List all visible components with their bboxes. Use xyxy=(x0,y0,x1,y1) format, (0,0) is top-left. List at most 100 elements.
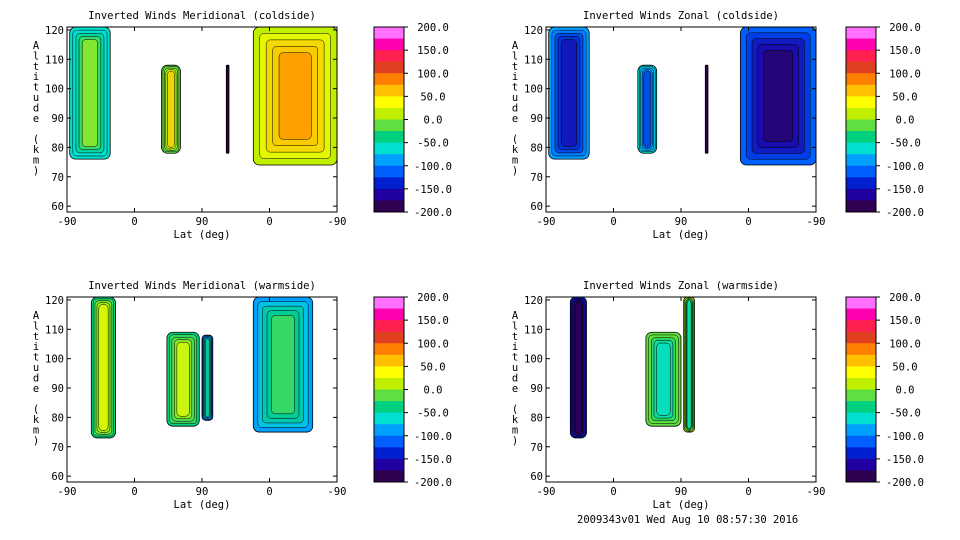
colorbar-swatch xyxy=(374,131,404,144)
y-axis-label-char: A xyxy=(512,310,519,322)
colorbar-swatch xyxy=(374,470,404,483)
colorbar-swatch xyxy=(374,308,404,321)
colorbar-swatch xyxy=(846,73,876,86)
y-axis-label-char: i xyxy=(512,71,518,83)
y-tick-label: 120 xyxy=(524,295,543,307)
colorbar-swatch xyxy=(374,96,404,109)
y-axis-label-char: t xyxy=(33,331,39,343)
y-axis-label-char: e xyxy=(33,383,39,395)
y-axis-label-char: A xyxy=(33,40,40,52)
colorbar-label: -200.0 xyxy=(886,477,924,489)
colorbar-swatch xyxy=(846,61,876,74)
colorbar-swatch xyxy=(846,119,876,132)
wind-region xyxy=(683,296,695,433)
y-axis-label-char: m xyxy=(33,154,39,166)
chart-title: Inverted Winds Meridional (coldside) xyxy=(88,10,316,22)
contour-line xyxy=(643,70,652,148)
colorbar-swatch xyxy=(846,435,876,448)
colorbar-swatch xyxy=(374,154,404,167)
x-tick-label: 90 xyxy=(196,216,209,228)
colorbar: 200.0 150.0 100.0 50.0 0.0 -50.0 -100.0 -150.0 -… xyxy=(373,292,452,489)
wind-region xyxy=(90,296,117,439)
colorbar-swatch xyxy=(374,73,404,86)
y-tick-label: 70 xyxy=(51,172,64,184)
y-axis-label-char: i xyxy=(33,341,39,353)
y-axis-label-char: t xyxy=(512,331,518,343)
colorbar: 200.0 150.0 100.0 50.0 0.0 -50.0 -100.0 -150.0 -… xyxy=(845,292,924,489)
colorbar-swatch xyxy=(374,177,404,190)
colorbar-label: 0.0 xyxy=(424,385,443,397)
colorbar-swatch xyxy=(846,458,876,471)
colorbar-swatch xyxy=(374,38,404,51)
colorbar-swatch xyxy=(846,188,876,201)
x-tick-label: 90 xyxy=(675,216,688,228)
colorbar-swatch xyxy=(846,320,876,333)
y-axis-label-char: l xyxy=(512,50,518,62)
colorbar-swatch xyxy=(374,50,404,63)
colorbar-label: 200.0 xyxy=(889,22,921,34)
wind-region xyxy=(704,64,709,154)
colorbar-label: -100.0 xyxy=(414,431,452,443)
y-axis-label-char: A xyxy=(512,40,519,52)
colorbar-swatch xyxy=(846,165,876,178)
x-tick-label: -90 xyxy=(58,486,77,498)
colorbar-swatch xyxy=(374,331,404,344)
colorbar-swatch xyxy=(846,107,876,120)
colorbar-swatch xyxy=(374,366,404,379)
y-tick-label: 90 xyxy=(51,383,64,395)
colorbar-label: -50.0 xyxy=(889,138,921,150)
colorbar-swatch xyxy=(374,107,404,120)
x-tick-label: 0 xyxy=(266,216,272,228)
colorbar-swatch xyxy=(846,50,876,63)
colorbar-label: -50.0 xyxy=(417,408,449,420)
colorbar-swatch xyxy=(374,377,404,390)
y-axis-label-char: e xyxy=(512,383,518,395)
colorbar-label: 0.0 xyxy=(896,115,915,127)
colorbar-label: 150.0 xyxy=(417,315,449,327)
x-axis-label: Lat (deg) xyxy=(653,229,710,241)
x-tick-label: -90 xyxy=(328,216,347,228)
colorbar-swatch xyxy=(374,320,404,333)
colorbar-label: -150.0 xyxy=(886,454,924,466)
y-tick-label: 80 xyxy=(51,412,64,424)
chart-title: Inverted Winds Zonal (warmside) xyxy=(583,280,779,292)
timestamp-footer: 2009343v01 Wed Aug 10 08:57:30 2016 xyxy=(577,514,799,526)
colorbar-label: 100.0 xyxy=(889,68,921,80)
y-axis-label-char: d xyxy=(33,102,39,114)
y-axis-label-char: ( xyxy=(33,134,39,146)
y-tick-label: 60 xyxy=(530,471,543,483)
y-tick-label: 80 xyxy=(51,142,64,154)
contour-line xyxy=(176,341,190,417)
x-tick-label: -90 xyxy=(807,216,826,228)
colorbar-swatch xyxy=(846,308,876,321)
colorbar-swatch xyxy=(846,447,876,460)
y-tick-label: 110 xyxy=(45,54,64,66)
colorbar-swatch xyxy=(846,131,876,144)
colorbar-swatch xyxy=(846,142,876,155)
colorbar-label: -50.0 xyxy=(889,408,921,420)
y-axis-label-char: ( xyxy=(512,404,518,416)
y-axis-label-char: i xyxy=(33,71,39,83)
y-axis-label-char: A xyxy=(33,310,40,322)
wind-region xyxy=(637,64,658,154)
y-axis-label-char: ) xyxy=(512,435,518,447)
y-axis-label-char: k xyxy=(512,414,519,426)
y-axis-label-char: e xyxy=(33,113,39,125)
colorbar-swatch xyxy=(374,142,404,155)
contour-line xyxy=(98,304,109,431)
colorbar-label: 50.0 xyxy=(420,361,445,373)
colorbar-swatch xyxy=(846,38,876,51)
y-tick-label: 80 xyxy=(530,412,543,424)
y-tick-label: 100 xyxy=(45,354,64,366)
colorbar-label: 150.0 xyxy=(889,315,921,327)
colorbar-swatch xyxy=(374,297,404,310)
colorbar-swatch xyxy=(374,447,404,460)
colorbar-swatch xyxy=(374,200,404,213)
colorbar-label: 100.0 xyxy=(417,338,449,350)
y-tick-label: 120 xyxy=(45,25,64,37)
colorbar-swatch xyxy=(846,177,876,190)
colorbar-label: 200.0 xyxy=(417,292,449,304)
colorbar-swatch xyxy=(846,389,876,402)
